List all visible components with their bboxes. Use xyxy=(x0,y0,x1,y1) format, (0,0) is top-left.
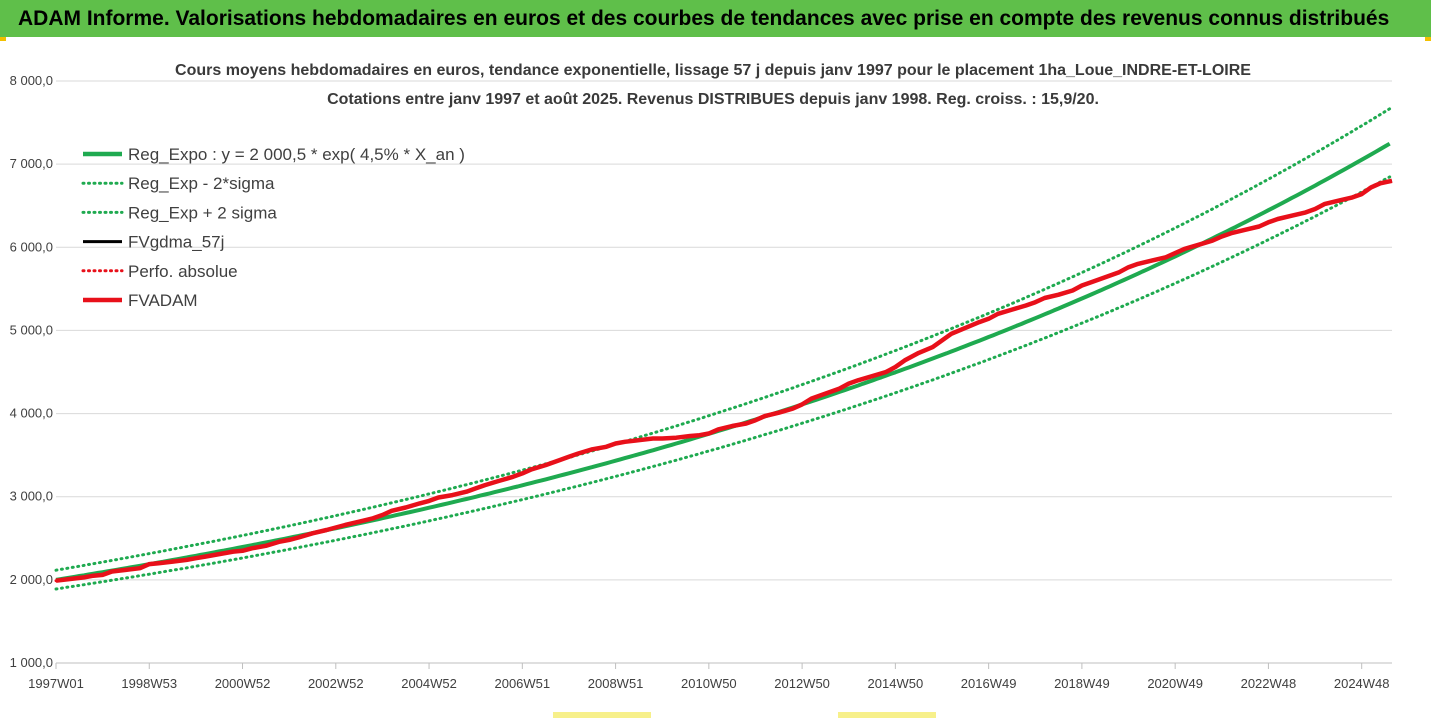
legend-label: Reg_Expo : y = 2 000,5 * exp( 4,5% * X_a… xyxy=(128,145,465,164)
y-tick-label: 1 000,0 xyxy=(10,655,53,670)
x-tick-label: 2008W51 xyxy=(588,676,644,691)
x-tick-label: 1997W01 xyxy=(28,676,84,691)
y-axis: 1 000,0 2 000,0 3 000,0 4 000,0 5 000,0 6 000… xyxy=(10,73,53,670)
x-axis: 1997W01 1998W53 2000W52 2002W52 2004W52 2006W… xyxy=(28,662,1392,691)
x-tick-label: 2018W49 xyxy=(1054,676,1110,691)
series-lines xyxy=(54,107,1394,591)
legend-label: FVADAM xyxy=(128,291,198,310)
y-tick-label: 5 000,0 xyxy=(10,322,53,337)
y-gridlines xyxy=(56,80,1392,664)
bottom-tab-right xyxy=(838,712,936,718)
legend-label: Reg_Exp - 2*sigma xyxy=(128,174,275,193)
legend-label: Perfo. absolue xyxy=(128,262,238,281)
x-tick-label: 2012W50 xyxy=(774,676,830,691)
series-line xyxy=(54,179,1394,583)
bottom-tab-left xyxy=(553,712,651,718)
chart-subtitle: Cotations entre janv 1997 et août 2025. … xyxy=(327,91,1099,108)
x-tick-label: 2000W52 xyxy=(215,676,271,691)
x-tick-label: 2020W49 xyxy=(1147,676,1203,691)
legend: Reg_Expo : y = 2 000,5 * exp( 4,5% * X_a… xyxy=(81,145,465,310)
series-line xyxy=(55,178,1393,583)
x-tick-label: 2016W49 xyxy=(961,676,1017,691)
y-tick-label: 4 000,0 xyxy=(10,406,53,421)
x-tick-label: 2006W51 xyxy=(494,676,550,691)
x-tick-label: 2024W48 xyxy=(1334,676,1390,691)
y-tick-label: 2 000,0 xyxy=(10,572,53,587)
x-tick-label: 2014W50 xyxy=(868,676,924,691)
corner-marker-right xyxy=(1425,37,1431,41)
series-line xyxy=(54,175,1392,591)
series-line xyxy=(55,179,1393,582)
report-title: ADAM Informe. Valorisations hebdomadaire… xyxy=(0,0,1431,37)
y-tick-label: 8 000,0 xyxy=(10,73,53,88)
x-tick-label: 2002W52 xyxy=(308,676,364,691)
x-tick-label: 2004W52 xyxy=(401,676,457,691)
chart-area: Cours moyens hebdomadaires en euros, ten… xyxy=(10,62,1394,691)
series-line xyxy=(54,107,1392,572)
y-tick-label: 3 000,0 xyxy=(10,489,53,504)
x-tick-label: 2010W50 xyxy=(681,676,737,691)
y-tick-label: 7 000,0 xyxy=(10,156,53,171)
legend-label: FVgdma_57j xyxy=(128,233,224,252)
legend-label: Reg_Exp + 2 sigma xyxy=(128,203,277,222)
x-tick-label: 2022W48 xyxy=(1241,676,1297,691)
y-tick-label: 6 000,0 xyxy=(10,239,53,254)
x-tick-label: 1998W53 xyxy=(121,676,177,691)
corner-marker-left xyxy=(0,37,6,41)
chart-title: Cours moyens hebdomadaires en euros, ten… xyxy=(175,62,1251,79)
